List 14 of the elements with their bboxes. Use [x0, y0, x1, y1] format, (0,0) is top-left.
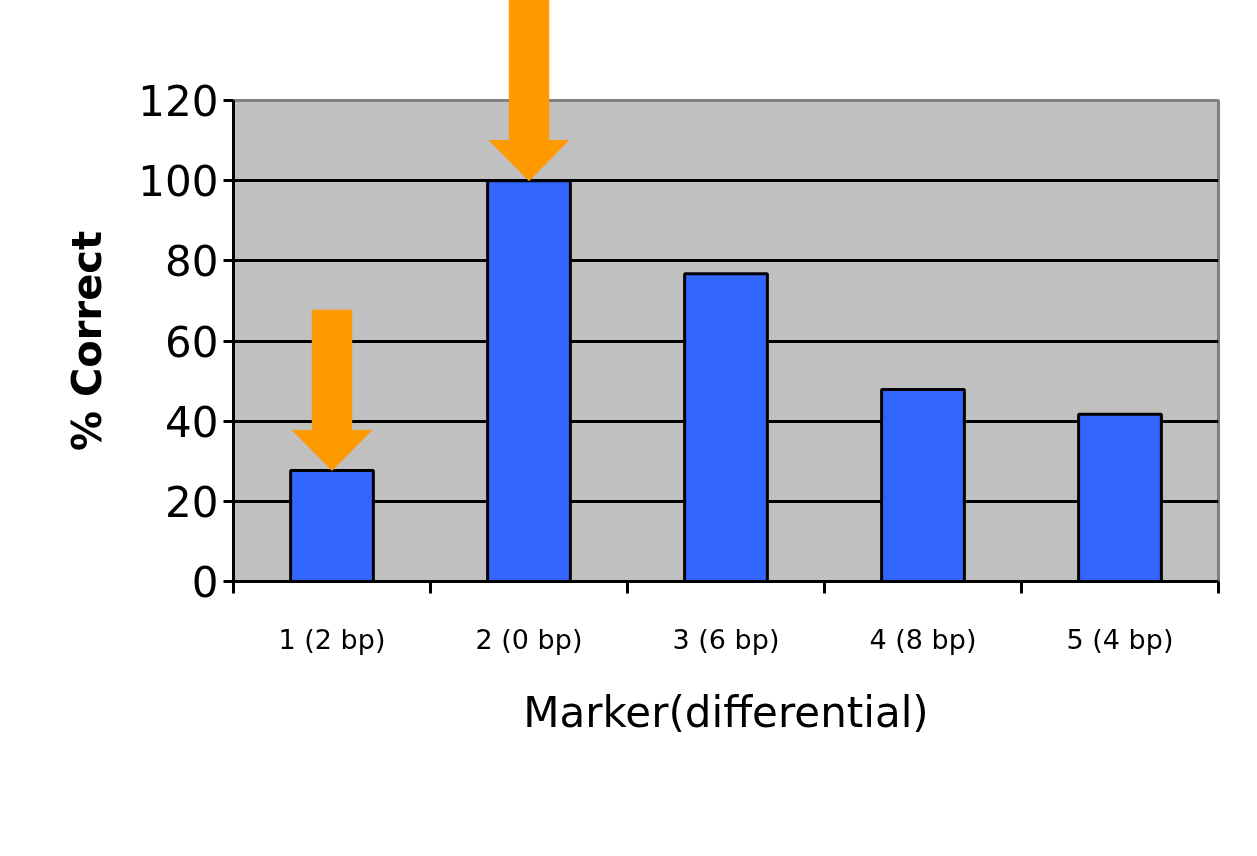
y-tick-label: 60 [165, 317, 219, 367]
x-tick-label: 4 (8 bp) [869, 623, 977, 655]
y-tick-label: 40 [165, 397, 219, 447]
y-tick-label: 20 [165, 477, 219, 527]
y-tick-label: 0 [191, 558, 219, 607]
x-tick-label: 1 (2 bp) [278, 623, 386, 655]
y-tick-label: 100 [138, 157, 219, 207]
y-tick-label: 120 [138, 77, 219, 126]
x-axis-title: Marker(differential) [523, 687, 929, 737]
y-axis-title: % Correct [64, 230, 111, 452]
x-tick-label: 2 (0 bp) [475, 623, 583, 655]
x-tick-label: 5 (4 bp) [1066, 623, 1174, 655]
y-tick-label: 80 [165, 237, 219, 287]
x-tick-label: 3 (6 bp) [672, 623, 780, 655]
